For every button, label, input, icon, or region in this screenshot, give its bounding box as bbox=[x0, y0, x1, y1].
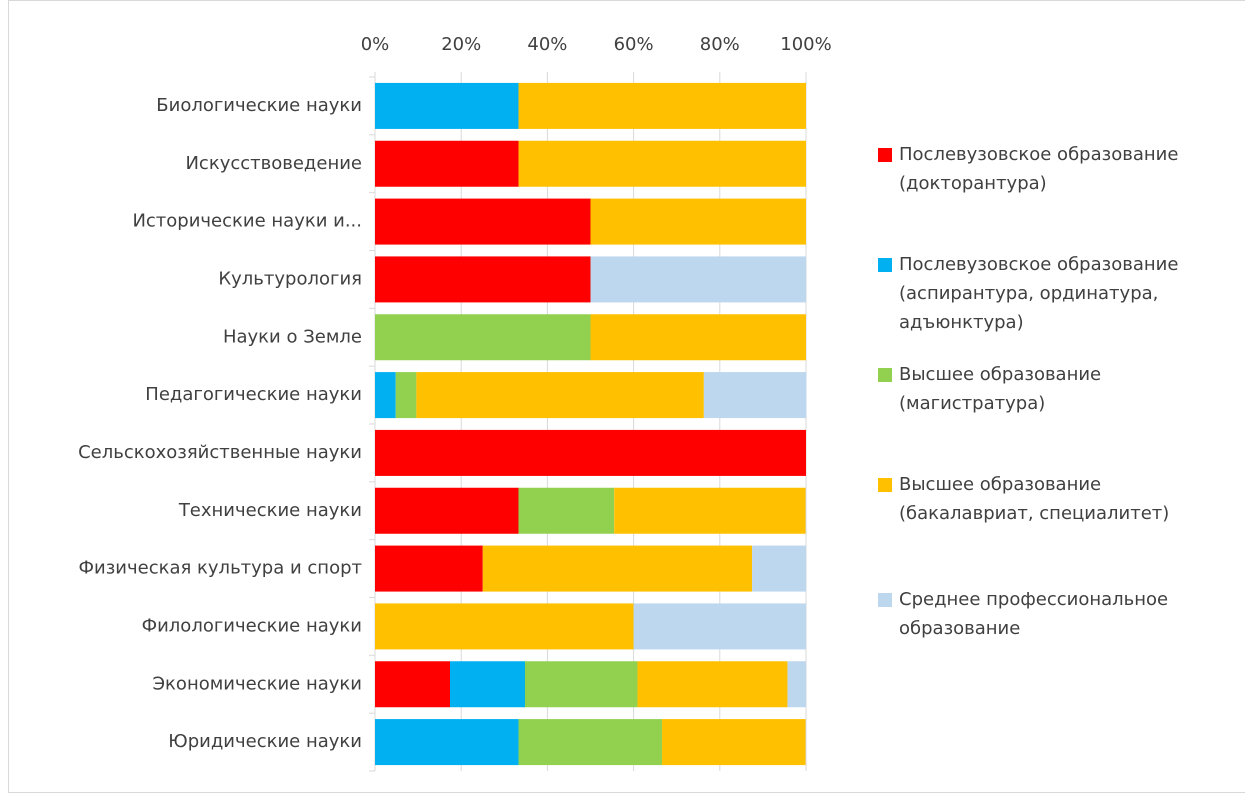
legend-item: Послевузовское образование (аспирантура,… bbox=[878, 250, 1228, 337]
y-tick-label: Филологические науки bbox=[142, 615, 362, 636]
bar-segment bbox=[787, 661, 806, 708]
bar-segment bbox=[375, 719, 519, 766]
y-tick-label: Физическая культура и спорт bbox=[79, 558, 362, 579]
bar-segment bbox=[637, 661, 788, 708]
bar-segment bbox=[375, 198, 591, 245]
y-tick-label: Экономические науки bbox=[152, 673, 362, 694]
bar-segment bbox=[518, 719, 663, 766]
bar-segment bbox=[375, 487, 519, 534]
bar-segment bbox=[375, 603, 634, 650]
bar-segment bbox=[614, 487, 806, 534]
bar-segment bbox=[375, 545, 483, 592]
x-tick-label: 60% bbox=[614, 34, 654, 55]
legend-item: Послевузовское образование (докторантура… bbox=[878, 140, 1228, 198]
y-tick-label: Юридические науки bbox=[168, 731, 362, 752]
bar-segment bbox=[375, 372, 396, 419]
y-tick-label: Культурология bbox=[218, 268, 362, 289]
x-tick-label: 0% bbox=[361, 34, 390, 55]
bar-segment bbox=[375, 429, 806, 476]
y-tick-label: Исторические науки и... bbox=[132, 211, 362, 232]
legend-item: Высшее образование (магистратура) bbox=[878, 360, 1228, 418]
bar-segment bbox=[375, 256, 591, 303]
legend-label: Среднее профессиональное образование bbox=[899, 589, 1169, 639]
bar-segment bbox=[590, 198, 806, 245]
bar-segment bbox=[375, 82, 519, 129]
legend-swatch bbox=[878, 368, 892, 382]
x-tick-label: 20% bbox=[441, 34, 481, 55]
bar-segment bbox=[395, 372, 417, 419]
legend-label: Послевузовское образование (докторантура… bbox=[899, 144, 1179, 194]
y-tick-label: Педагогические науки bbox=[145, 384, 362, 405]
bar-segment bbox=[590, 256, 806, 303]
bar-segment bbox=[518, 140, 806, 187]
bar-segment bbox=[703, 372, 807, 419]
bar-segment bbox=[416, 372, 704, 419]
legend-swatch bbox=[878, 258, 892, 272]
legend-label: Высшее образование (бакалавриат, специал… bbox=[899, 474, 1170, 524]
legend-swatch bbox=[878, 593, 892, 607]
legend-label: Послевузовское образование (аспирантура,… bbox=[899, 254, 1179, 333]
bar-segment bbox=[752, 545, 806, 592]
bar-segment bbox=[449, 661, 525, 708]
chart-frame bbox=[8, 0, 1245, 793]
bar-segment bbox=[633, 603, 806, 650]
bar-segment bbox=[375, 661, 450, 708]
bar-segment bbox=[518, 487, 615, 534]
legend-item: Среднее профессиональное образование bbox=[878, 585, 1228, 643]
x-tick-label: 100% bbox=[780, 34, 831, 55]
bar-segment bbox=[375, 314, 591, 361]
bar-segment bbox=[518, 82, 806, 129]
bar-segment bbox=[482, 545, 753, 592]
y-tick-label: Искусствоведение bbox=[185, 153, 362, 174]
legend-label: Высшее образование (магистратура) bbox=[899, 364, 1102, 414]
x-tick-label: 40% bbox=[527, 34, 567, 55]
legend-item: Высшее образование (бакалавриат, специал… bbox=[878, 470, 1228, 528]
bar-segment bbox=[375, 140, 519, 187]
x-tick-label: 80% bbox=[700, 34, 740, 55]
y-tick-label: Технические науки bbox=[178, 500, 362, 521]
legend-swatch bbox=[878, 148, 892, 162]
legend-swatch bbox=[878, 478, 892, 492]
y-tick-label: Науки о Земле bbox=[223, 326, 362, 347]
bar-segment bbox=[590, 314, 806, 361]
bar-segment bbox=[662, 719, 806, 766]
bar-segment bbox=[524, 661, 638, 708]
y-tick-label: Сельскохозяйственные науки bbox=[78, 442, 362, 463]
y-tick-label: Биологические науки bbox=[156, 95, 362, 116]
